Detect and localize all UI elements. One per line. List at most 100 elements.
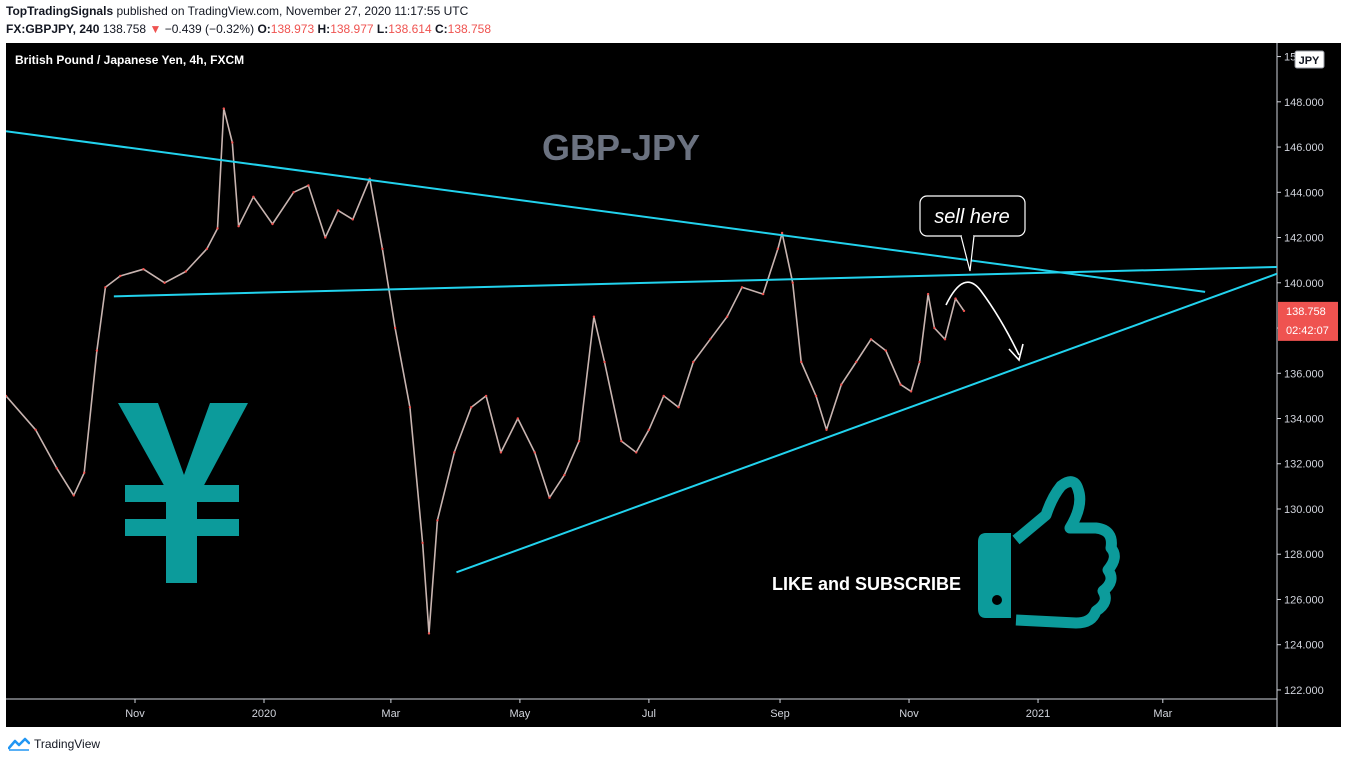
price-point xyxy=(324,236,327,239)
y-tick-label: 148.000 xyxy=(1284,97,1324,109)
open-label: O: xyxy=(257,22,271,36)
publish-date: published on TradingView.com, November 2… xyxy=(116,4,469,18)
thumbs-up-icon[interactable] xyxy=(978,476,1120,629)
high-value: 138.977 xyxy=(330,22,374,36)
price-point xyxy=(307,184,310,187)
yen-v-shape xyxy=(118,403,248,489)
price-point xyxy=(184,270,187,273)
price-point xyxy=(163,281,166,284)
price-point xyxy=(677,406,680,409)
price-series-line xyxy=(5,107,965,635)
price-point xyxy=(840,383,843,386)
price-point xyxy=(603,360,606,364)
price-point xyxy=(34,428,37,431)
price-point xyxy=(484,394,488,398)
price-point xyxy=(692,360,695,364)
low-label: L: xyxy=(376,22,389,36)
price-point xyxy=(119,274,122,278)
price-point xyxy=(104,286,107,289)
yen-icon xyxy=(118,403,248,583)
price-point xyxy=(231,141,234,144)
y-tick-label: 136.000 xyxy=(1284,368,1324,380)
price-point xyxy=(95,349,99,352)
price-point xyxy=(577,439,581,443)
price-point xyxy=(909,390,913,393)
price-point xyxy=(237,225,240,228)
y-tick-label: 140.000 xyxy=(1284,278,1324,290)
trendline-1[interactable] xyxy=(5,130,1206,293)
price-point xyxy=(776,247,780,250)
price-point xyxy=(453,451,456,454)
price-point xyxy=(205,247,209,250)
x-tick-label: Sep xyxy=(770,708,790,720)
y-tick-label: 122.000 xyxy=(1284,685,1324,697)
chart-area[interactable]: 150.000148.000146.000144.000142.000140.0… xyxy=(4,43,1341,727)
price-point xyxy=(780,231,784,235)
price-series xyxy=(4,107,966,635)
price-point xyxy=(292,191,295,194)
y-tick-label: 144.000 xyxy=(1284,187,1324,199)
price-axis-bg[interactable] xyxy=(1277,43,1341,727)
price-point xyxy=(761,292,765,296)
high-label: H: xyxy=(317,22,331,36)
x-axis-ticks: Nov 2020 Mar May Jul Sep Nov 2021 Mar xyxy=(125,699,1173,720)
y-tick-label: 130.000 xyxy=(1284,504,1324,516)
trendline-3[interactable] xyxy=(456,272,1278,574)
yen-stem xyxy=(166,489,197,583)
price-point xyxy=(72,494,75,497)
price-point xyxy=(436,519,439,522)
low-value: 138.614 xyxy=(388,22,432,36)
price-point xyxy=(421,541,424,545)
currency-badge-text: JPY xyxy=(1299,55,1320,67)
y-tick-label: 142.000 xyxy=(1284,233,1324,245)
close-label: C: xyxy=(434,22,448,36)
price-point xyxy=(393,326,397,330)
trendline-2[interactable] xyxy=(113,265,1278,298)
y-tick-label: 128.000 xyxy=(1284,549,1324,561)
x-tick-label: Nov xyxy=(125,708,145,720)
thumb-hand xyxy=(1012,476,1120,629)
forecast-arrow-path xyxy=(945,281,1020,356)
price-point xyxy=(499,451,503,454)
price-point xyxy=(83,471,86,474)
x-tick-label: 2020 xyxy=(252,708,276,720)
price-point xyxy=(791,281,794,284)
currency-badge[interactable] xyxy=(1294,50,1325,69)
price-point xyxy=(635,451,638,454)
price-point xyxy=(470,406,473,409)
price-point xyxy=(336,209,340,212)
price-point xyxy=(954,297,957,300)
price-point xyxy=(592,315,596,318)
cta-text: LIKE and SUBSCRIBE xyxy=(772,574,961,594)
price-point xyxy=(899,383,902,386)
price-point xyxy=(4,394,8,398)
thumb-cuff-dot xyxy=(992,595,1002,605)
price-tag-bg xyxy=(1278,301,1338,341)
y-tick-label: 124.000 xyxy=(1284,640,1324,652)
price-tag-value: 138.758 xyxy=(1286,306,1326,318)
brand-label: TradingView xyxy=(34,737,101,751)
ohlc-row: FX:GBPJPY, 240 138.758 ▼ −0.439 (−0.32%)… xyxy=(6,22,491,36)
price-point xyxy=(884,349,887,352)
price-point xyxy=(647,428,651,431)
thumb-cuff xyxy=(978,533,1011,618)
price-point xyxy=(962,309,966,313)
close-value: 138.758 xyxy=(447,22,492,36)
x-tick-label: Mar xyxy=(1153,708,1172,720)
chart-legend-title: British Pound / Japanese Yen, 4h, FXCM xyxy=(15,53,244,67)
price-point xyxy=(216,227,219,230)
price-point xyxy=(408,406,412,409)
price-point xyxy=(918,360,921,364)
price-point xyxy=(855,360,858,364)
price-point xyxy=(725,315,729,318)
price-chart[interactable]: 150.000148.000146.000144.000142.000140.0… xyxy=(4,43,1341,727)
last-price: 138.758 xyxy=(102,22,147,36)
price-point xyxy=(222,107,225,110)
price-point xyxy=(252,195,255,198)
author-name[interactable]: TopTradingSignals xyxy=(6,4,114,18)
price-point xyxy=(55,467,58,470)
sell-here-callout[interactable]: sell here xyxy=(919,195,1026,272)
open-value: 138.973 xyxy=(270,22,315,36)
current-price-tag: 138.758 02:42:07 xyxy=(1278,301,1338,341)
tradingview-brand[interactable]: TradingView xyxy=(8,737,100,751)
